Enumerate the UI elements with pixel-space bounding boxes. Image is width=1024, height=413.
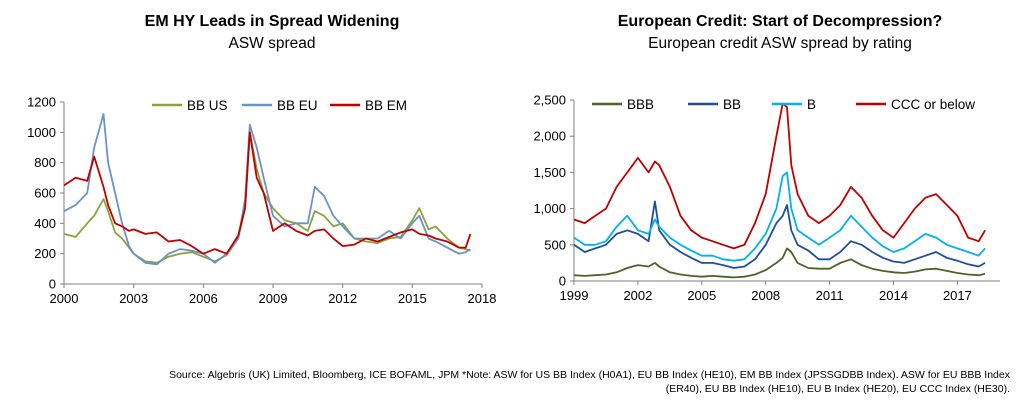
x-tick-label: 2002 — [623, 288, 652, 303]
y-tick-label: 600 — [34, 186, 56, 201]
y-tick-label: 800 — [34, 155, 56, 170]
legend-label: BB EM — [365, 98, 407, 113]
y-tick-label: 400 — [34, 216, 56, 231]
x-tick-label: 2009 — [259, 291, 288, 306]
y-tick-label: 2,000 — [533, 129, 566, 144]
y-tick-label: 2,500 — [533, 93, 566, 108]
y-tick-label: 1200 — [27, 95, 56, 110]
chart-1-em-hy-spread: 0 200 400 600 800 1000 1200 2000 2003 2006 2009 201… — [27, 95, 497, 307]
source-footnote: Source: Algebris (UK) Limited, Bloomberg… — [20, 368, 1010, 396]
legend-label: BB US — [187, 98, 228, 113]
series-line-b — [573, 171, 986, 262]
series-line-bb-em — [63, 131, 472, 255]
x-tick-label: 2000 — [50, 291, 79, 306]
source-footnote-line-1: Source: Algebris (UK) Limited, Bloomberg… — [169, 369, 1010, 381]
legend-label: BB — [723, 97, 741, 112]
y-tick-label: 0 — [49, 277, 56, 292]
legend-label: B — [807, 97, 816, 112]
chart-2-subtitle: European credit ASW spread by rating — [648, 35, 912, 52]
legend-label: CCC or below — [891, 97, 975, 112]
x-tick-label: 2005 — [687, 288, 716, 303]
x-tick-label: 2006 — [189, 291, 218, 306]
x-tick-label: 2018 — [468, 291, 497, 306]
y-tick-label: 0 — [559, 274, 566, 289]
y-tick-label: 1,000 — [533, 201, 566, 216]
legend-label: BBB — [627, 97, 654, 112]
x-tick-label: 1999 — [560, 288, 589, 303]
chart-1-title: EM HY Leads in Spread Widening — [144, 13, 400, 30]
x-tick-label: 2012 — [328, 291, 357, 306]
x-tick-label: 2017 — [943, 288, 972, 303]
y-tick-label: 200 — [34, 246, 56, 261]
chart-1-subtitle: ASW spread — [228, 35, 316, 52]
y-tick-label: 1000 — [27, 125, 56, 140]
x-tick-label: 2008 — [751, 288, 780, 303]
series-line-bb — [573, 200, 986, 269]
series-line-bbb — [573, 247, 986, 279]
chart-2-european-credit-spread: 0 500 1,000 1,500 2,000 2,500 1999 2002 2005 2008… — [533, 93, 1000, 303]
y-tick-label: 1,500 — [533, 165, 566, 180]
x-tick-label: 2015 — [398, 291, 427, 306]
source-footnote-line-2: (ER40), EU BB Index (HE10), EU B Index (… — [665, 383, 1010, 395]
x-tick-label: 2003 — [119, 291, 148, 306]
series-line-bb-us — [63, 131, 471, 264]
chart-2-title: European Credit: Start of Decompression? — [617, 13, 943, 30]
x-tick-label: 2011 — [816, 288, 844, 303]
legend-label: BB EU — [277, 98, 318, 113]
y-tick-label: 500 — [544, 237, 566, 252]
x-tick-label: 2014 — [879, 288, 908, 303]
